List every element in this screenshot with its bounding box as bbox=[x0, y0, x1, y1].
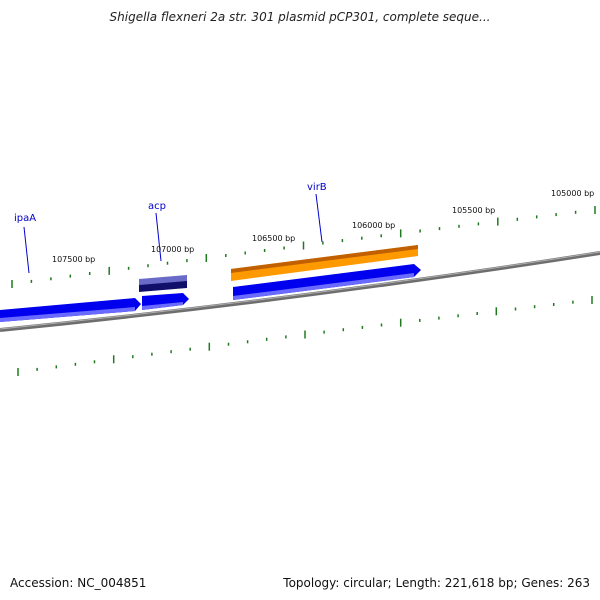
scale-label-107000: 107000 bp bbox=[151, 245, 194, 254]
gene-virB-orange-feature[interactable] bbox=[231, 245, 418, 281]
scale-tick-ring-inner bbox=[17, 296, 593, 376]
scale-label-105000: 105000 bp bbox=[551, 189, 594, 198]
virB-label-line bbox=[315, 193, 323, 243]
gene-label-virB[interactable]: virB bbox=[307, 182, 327, 193]
scale-label-105500: 105500 bp bbox=[452, 206, 495, 215]
gene-label-ipaA[interactable]: ipaA bbox=[14, 213, 36, 224]
acp-label-line bbox=[155, 212, 162, 262]
ipaA-label-line bbox=[23, 226, 30, 274]
accession-label: Accession: NC_004851 bbox=[10, 576, 147, 590]
gene-acp-alt-feature[interactable] bbox=[139, 275, 187, 292]
scale-tick-ring-outer bbox=[11, 206, 596, 288]
gene-ipaA-feature[interactable] bbox=[0, 298, 141, 322]
plasmid-backbone bbox=[0, 251, 600, 332]
map-summary: Topology: circular; Length: 221,618 bp; … bbox=[283, 576, 590, 590]
gene-label-acp[interactable]: acp bbox=[148, 201, 166, 212]
map-title: Shigella flexneri 2a str. 301 plasmid pC… bbox=[109, 10, 491, 24]
scale-label-106000: 106000 bp bbox=[352, 221, 395, 230]
gene-acp-feature[interactable] bbox=[142, 293, 189, 310]
plasmid-backbone-highlight bbox=[0, 251, 600, 330]
scale-label-107500: 107500 bp bbox=[52, 255, 95, 264]
scale-label-106500: 106500 bp bbox=[252, 234, 295, 243]
gene-label-lines bbox=[23, 193, 323, 274]
gene-virB-feature[interactable] bbox=[233, 264, 421, 300]
scale-labels: 107500 bp 107000 bp 106500 bp 106000 bp … bbox=[52, 189, 594, 264]
gene-labels: ipaA acp virB bbox=[14, 182, 327, 224]
